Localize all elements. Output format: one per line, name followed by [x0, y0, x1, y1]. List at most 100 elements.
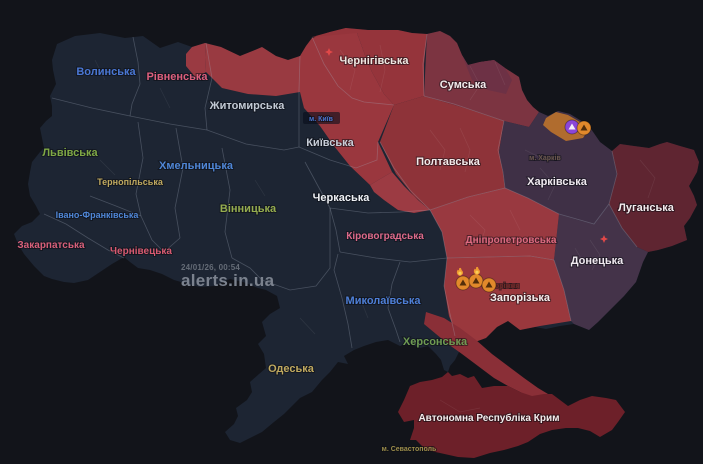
region-label-volyn: Волинська — [76, 66, 136, 78]
district-border-line — [94, 59, 106, 81]
oblast-border-line — [304, 161, 331, 209]
region-shape-sumy-nw[interactable] — [462, 55, 512, 94]
region-shape-kherson-se[interactable] — [424, 312, 548, 400]
region-label-vinnytsia: Вінницька — [220, 203, 277, 215]
oblast-border-line — [497, 120, 506, 189]
region-label-sumy: Сумська — [440, 79, 487, 91]
oblast-border-line — [379, 141, 431, 211]
region-label-zhytomyr: Житомирська — [209, 100, 286, 112]
region-shape-kharkiv[interactable] — [499, 111, 617, 224]
oblast-border-line — [504, 187, 560, 215]
region-label-lviv: Львівська — [42, 147, 98, 159]
oblast-border-line — [204, 42, 213, 131]
oblast-border-line — [339, 251, 448, 263]
oblast-border-line — [443, 257, 456, 337]
oblast-border-line — [446, 255, 555, 261]
region-label-kharkiv-city: м. Харків — [529, 154, 561, 162]
oblast-border-line — [174, 127, 184, 239]
region-shape-rivne-ne[interactable] — [186, 43, 206, 78]
fire-marker-icon[interactable] — [473, 266, 481, 275]
oblast-border-line — [311, 36, 395, 106]
district-border-line — [539, 167, 556, 201]
region-shape-poltava[interactable] — [380, 96, 505, 210]
region-label-zaporizhzhia-city: Запоріжжя — [482, 282, 519, 290]
district-border-line — [159, 87, 171, 109]
region-label-chernivtsi: Чернівецька — [110, 246, 172, 257]
district-border-line — [509, 209, 521, 231]
region-label-poltava: Полтавська — [416, 156, 481, 168]
oblast-border-line — [135, 121, 144, 217]
region-label-crimea: Автономна Республіка Крим — [418, 412, 559, 424]
district-border-line — [459, 127, 471, 173]
shahed-marker-icon[interactable] — [455, 275, 471, 291]
region-shape-chernihiv[interactable] — [312, 28, 427, 105]
oblast-border-line — [298, 141, 379, 169]
district-border-line — [359, 297, 369, 319]
region-label-kherson: Херсонська — [403, 336, 468, 348]
district-border-line — [339, 49, 356, 91]
region-label-donetsk: Донецька — [571, 255, 624, 267]
shahed-marker-icon[interactable] — [468, 273, 484, 289]
district-border-line — [439, 399, 481, 413]
shahed-marker-icon[interactable] — [481, 277, 497, 293]
region-shape-donetsk[interactable] — [554, 204, 648, 330]
district-border-line — [99, 159, 116, 176]
oblast-border-line — [553, 259, 572, 322]
region-label-khmelnytskyi: Хмельницька — [159, 160, 234, 172]
region-shape-zhytomyr-north[interactable] — [205, 43, 300, 96]
kyiv-city-chip — [303, 112, 340, 124]
strike-marker-icon[interactable] — [600, 235, 608, 243]
oblast-border-line — [558, 203, 610, 225]
region-shape-kyiv-east[interactable] — [300, 28, 394, 185]
oblast-border-line — [422, 33, 428, 97]
oblast-border-line — [89, 195, 142, 217]
oblast-border-line — [329, 207, 431, 214]
region-label-ivano-frankivsk: Івано-Франківська — [56, 210, 140, 220]
region-shape-dnipro[interactable] — [430, 188, 559, 260]
district-border-line — [379, 44, 386, 93]
district-border-line — [254, 179, 266, 197]
district-border-line — [469, 214, 486, 246]
oblast-border-line — [429, 209, 448, 259]
region-label-kirovohrad: Кіровоградська — [346, 231, 424, 242]
oblast-border-line — [298, 55, 301, 147]
district-border-line — [589, 239, 601, 271]
district-border-line — [469, 65, 481, 101]
district-border-line — [494, 61, 506, 86]
oblast-border-line — [231, 257, 263, 281]
oblast-border-line — [129, 36, 141, 117]
region-shape-crimea[interactable] — [398, 372, 625, 458]
oblast-border-line — [423, 95, 505, 122]
region-shape-luhansk[interactable] — [609, 142, 699, 252]
region-label-zaporizhzhia: Запорізька — [490, 292, 551, 304]
region-label-kyiv-city: м. Київ — [309, 116, 334, 123]
region-label-zakarpattia: Закарпатська — [17, 240, 85, 251]
district-border-line — [429, 129, 446, 171]
region-label-cherkasy: Черкаська — [313, 192, 371, 204]
region-label-dnipro: Дніпропетровська — [466, 235, 557, 246]
region-label-kyiv: Київська — [306, 137, 354, 149]
shahed-marker-icon[interactable] — [576, 120, 592, 136]
strike-marker-icon[interactable] — [325, 48, 333, 56]
oblast-border-line — [206, 129, 300, 151]
oblast-border-line — [51, 97, 208, 131]
region-label-odesa: Одеська — [268, 363, 315, 375]
region-label-luhansk: Луганська — [618, 202, 675, 214]
district-border-line — [299, 317, 316, 335]
district-border-line — [574, 247, 586, 266]
region-label-rivne: Рівненська — [146, 71, 208, 83]
region-label-kharkiv: Харківська — [527, 176, 588, 188]
region-shape-cherkasy-ne[interactable] — [370, 172, 430, 213]
oblast-border-line — [329, 207, 341, 253]
region-label-mykolaiv: Миколаївська — [346, 295, 422, 307]
oblast-border-line — [43, 213, 125, 259]
oblast-border-line — [387, 261, 401, 343]
oblast-border-line — [261, 208, 331, 291]
district-border-line — [639, 159, 656, 199]
oblast-border-line — [608, 203, 638, 248]
region-label-sevastopol: м. Севастополь — [382, 446, 437, 453]
fire-marker-icon[interactable] — [456, 267, 464, 276]
oblast-border-line — [140, 215, 181, 253]
